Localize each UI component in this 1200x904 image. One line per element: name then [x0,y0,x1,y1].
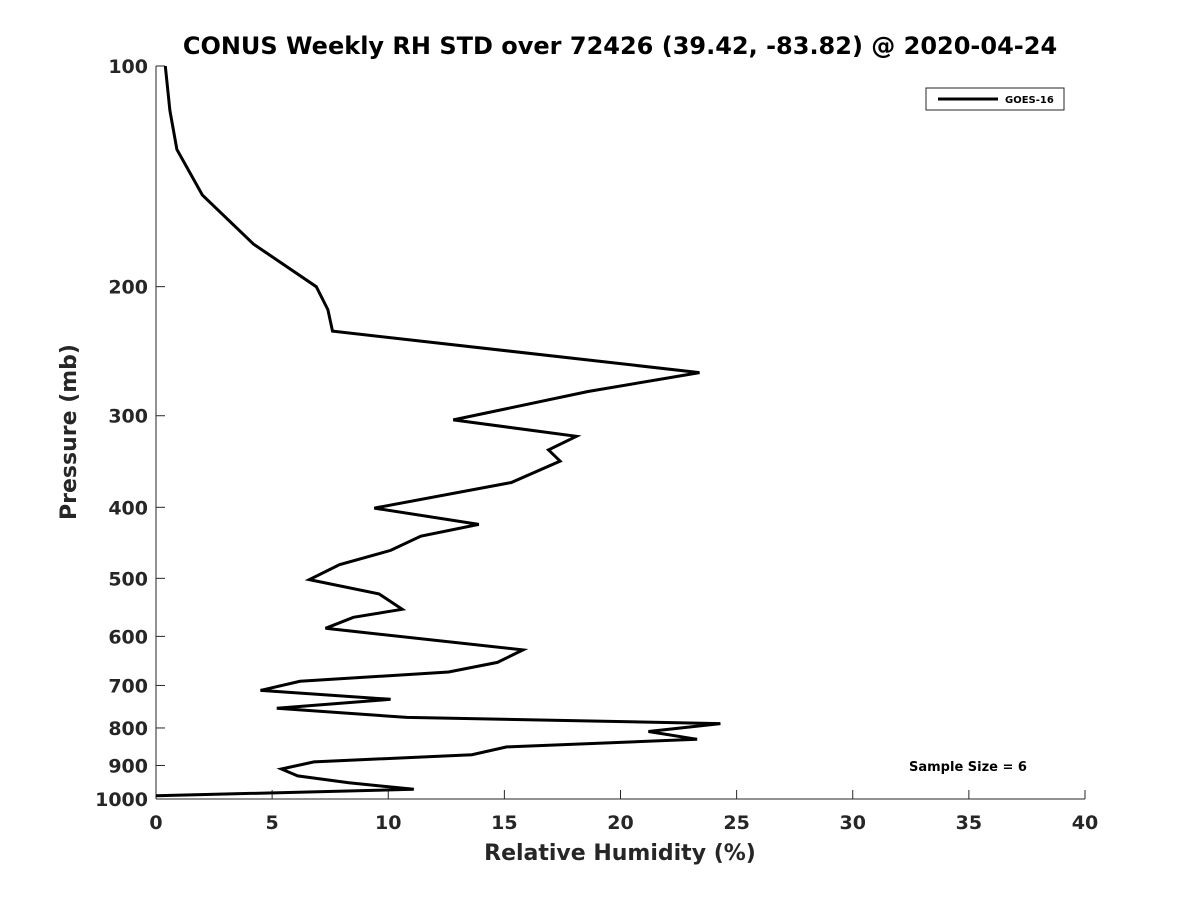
legend: GOES-16 [925,87,1065,111]
axes: 0 5 10 15 20 25 30 35 40 100 200 300 400 500 600 700 800… [95,56,1098,834]
y-axis-label: Pressure (mb) [57,344,82,520]
y-tick-label: 100 [108,56,148,78]
y-tick-label: 800 [108,718,148,740]
x-tick-label: 5 [266,812,279,834]
y-tick-label: 1000 [95,789,148,811]
y-tick-label: 700 [108,675,148,697]
series-layer [155,65,721,798]
x-tick-label: 35 [956,812,982,834]
x-tick-label: 15 [491,812,517,834]
x-axis-label: Relative Humidity (%) [484,841,756,866]
series-line-goes-16 [155,65,721,798]
sample-size-annotation: Sample Size = 6 [909,760,1027,775]
x-tick-label: 25 [723,812,749,834]
y-tick-label: 900 [108,755,148,777]
y-tick-label: 300 [108,406,148,428]
x-tick-label: 20 [607,812,633,834]
x-tick-label: 10 [375,812,401,834]
chart-title: CONUS Weekly RH STD over 72426 (39.42, -… [183,32,1057,60]
x-tick-label: 40 [1072,812,1098,834]
legend-label: GOES-16 [1005,95,1054,106]
y-tick-label: 200 [108,277,148,299]
x-tick-label: 30 [840,812,866,834]
x-tick-label: 0 [149,812,162,834]
y-tick-label: 500 [108,568,148,590]
y-tick-label: 600 [108,626,148,648]
y-tick-label: 400 [108,497,148,519]
